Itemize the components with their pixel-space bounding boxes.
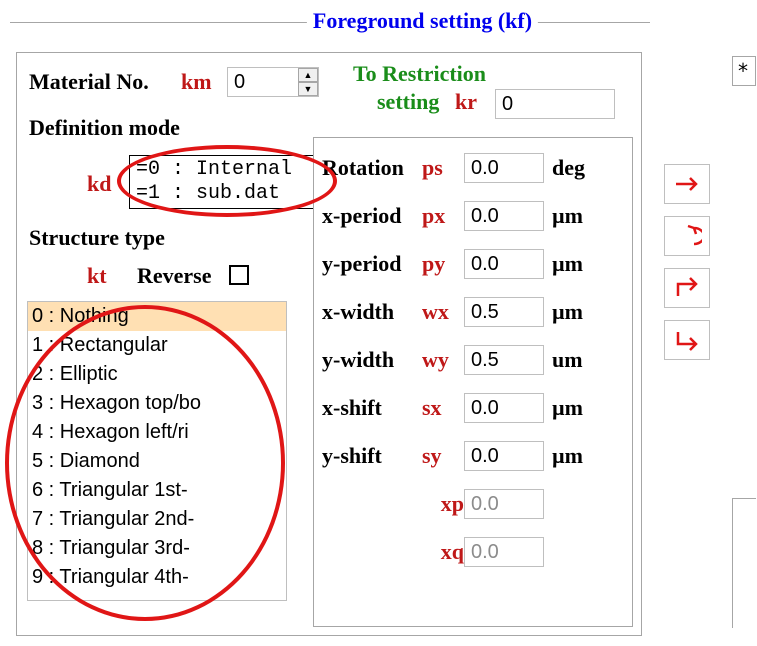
list-item[interactable]: 0 : Nothing xyxy=(28,302,286,331)
param-label: Rotation xyxy=(322,155,422,181)
restriction-sym: kr xyxy=(455,89,477,115)
structure-listbox[interactable]: 0 : Nothing 1 : Rectangular 2 : Elliptic… xyxy=(27,301,287,601)
param-unit: µm xyxy=(544,395,592,421)
param-sym: sy xyxy=(422,443,464,469)
list-item[interactable]: 3 : Hexagon top/bo xyxy=(28,389,286,418)
xwidth-input[interactable] xyxy=(464,297,544,327)
param-sym: wy xyxy=(422,347,464,373)
step-out-button[interactable] xyxy=(664,268,710,308)
param-unit: µm xyxy=(544,251,592,277)
param-unit: um xyxy=(544,347,592,373)
main-panel: Material No. km ▲ ▼ To Restriction setti… xyxy=(16,52,642,636)
step-in-button[interactable] xyxy=(664,320,710,360)
param-sym: py xyxy=(422,251,464,277)
param-label: x-shift xyxy=(322,395,422,421)
param-sym: xp xyxy=(422,491,464,517)
rotation-input[interactable] xyxy=(464,153,544,183)
yperiod-input[interactable] xyxy=(464,249,544,279)
far-right-field[interactable]: * xyxy=(732,56,756,86)
list-item[interactable]: 8 : Triangular 3rd- xyxy=(28,534,286,563)
definition-sym: kd xyxy=(87,171,111,197)
restriction-input[interactable] xyxy=(495,89,615,119)
material-label: Material No. xyxy=(29,69,149,95)
list-item[interactable]: 5 : Diamond xyxy=(28,447,286,476)
ywidth-input[interactable] xyxy=(464,345,544,375)
structure-label: Structure type xyxy=(29,225,165,251)
params-panel: Rotation ps deg x-period px µm y-period … xyxy=(313,137,633,627)
definition-label: Definition mode xyxy=(29,115,180,141)
material-spin-down[interactable]: ▼ xyxy=(298,82,318,96)
param-sym: xq xyxy=(422,539,464,565)
list-item[interactable]: 9 : Triangular 4th- xyxy=(28,563,286,592)
param-label: x-period xyxy=(322,203,422,229)
param-unit: deg xyxy=(544,155,592,181)
restriction-label-2: setting xyxy=(377,89,439,115)
material-sym: km xyxy=(181,69,212,95)
arrow-right-icon xyxy=(672,174,702,194)
xp-input xyxy=(464,489,544,519)
material-spin-up[interactable]: ▲ xyxy=(298,68,318,82)
param-label: y-width xyxy=(322,347,422,373)
param-label: x-width xyxy=(322,299,422,325)
param-unit: µm xyxy=(544,299,592,325)
param-sym: px xyxy=(422,203,464,229)
param-label: y-period xyxy=(322,251,422,277)
definition-option-1[interactable]: =1 : sub.dat xyxy=(136,182,312,206)
yshift-input[interactable] xyxy=(464,441,544,471)
reverse-label: Reverse xyxy=(137,263,212,289)
param-label: y-shift xyxy=(322,443,422,469)
list-item[interactable]: 7 : Triangular 2nd- xyxy=(28,505,286,534)
far-right-panel-edge xyxy=(732,498,756,628)
arrow-right-button[interactable] xyxy=(664,164,710,204)
param-sym: wx xyxy=(422,299,464,325)
xq-input xyxy=(464,537,544,567)
param-unit: µm xyxy=(544,203,592,229)
step-in-icon xyxy=(672,328,702,352)
param-sym: sx xyxy=(422,395,464,421)
reverse-checkbox[interactable] xyxy=(229,265,249,285)
undo-icon xyxy=(672,224,702,248)
list-item[interactable]: 2 : Elliptic xyxy=(28,360,286,389)
undo-button[interactable] xyxy=(664,216,710,256)
list-item[interactable]: 4 : Hexagon left/ri xyxy=(28,418,286,447)
xshift-input[interactable] xyxy=(464,393,544,423)
param-sym: ps xyxy=(422,155,464,181)
xperiod-input[interactable] xyxy=(464,201,544,231)
definition-option-0[interactable]: =0 : Internal xyxy=(136,158,312,182)
structure-sym: kt xyxy=(87,263,107,289)
step-out-icon xyxy=(672,276,702,300)
list-item[interactable]: 1 : Rectangular xyxy=(28,331,286,360)
definition-listbox[interactable]: =0 : Internal =1 : sub.dat xyxy=(129,155,319,209)
fieldset-title: Foreground setting (kf) xyxy=(307,8,538,34)
list-item[interactable]: 6 : Triangular 1st- xyxy=(28,476,286,505)
param-unit: µm xyxy=(544,443,592,469)
restriction-label-1: To Restriction xyxy=(353,61,486,87)
